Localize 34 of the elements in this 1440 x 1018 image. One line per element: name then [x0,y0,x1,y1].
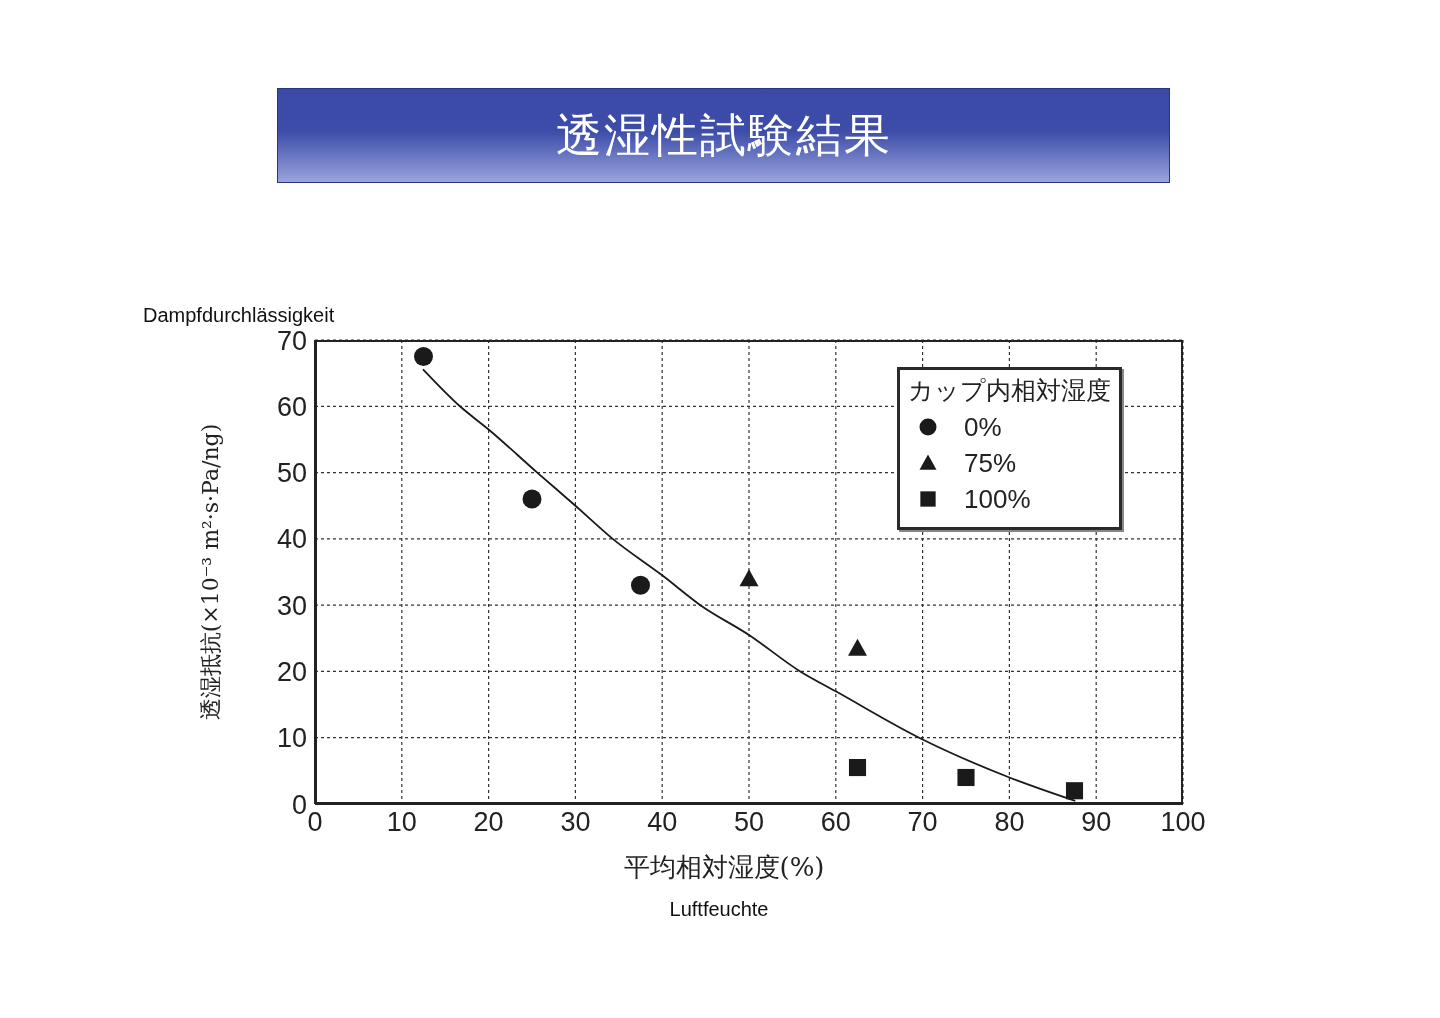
x-tick-label: 10 [386,807,417,838]
x-tick-label: 40 [647,807,678,838]
point [631,575,650,595]
chart-title: 透湿性試験結果 [555,106,892,164]
x-axis-title: 平均相対湿度(%) [623,852,825,882]
x-tick-label: 90 [1081,807,1112,838]
point [522,489,542,509]
point [848,758,867,777]
y-tick-label: 50 [276,458,307,489]
y-tick-label: 60 [276,391,307,422]
point [1065,782,1084,800]
y-axis-title: 透湿抵抗(×10⁻³ m²·s·Pa/ng) [197,423,223,721]
y-tick-label: 10 [276,723,307,754]
y-tick-label: 70 [276,325,307,356]
point [414,347,433,367]
legend-title: カップ内相対湿度 [908,375,1111,407]
x-tick-label: 30 [560,807,591,838]
x-tick-label: 70 [907,807,938,838]
legend-label: 100% [964,483,1031,515]
text: Luftfeuchte [668,898,770,921]
x-tick-label: 60 [820,807,851,838]
x-tick-label: 50 [733,807,765,838]
text: Dampfdurchlässigkeit [143,304,335,327]
point [739,569,759,587]
point [848,638,867,656]
point [957,768,975,787]
x-tick-label: 20 [473,807,504,838]
y-tick-label: 40 [276,524,307,555]
x-tick-label: 100 [1160,807,1206,838]
y-tick-label: 30 [276,590,307,621]
legend-label: 0% [964,411,1002,443]
legend-label: 75% [964,447,1017,479]
y-tick-label: 20 [276,657,307,688]
x-tick-label: 80 [994,807,1025,838]
